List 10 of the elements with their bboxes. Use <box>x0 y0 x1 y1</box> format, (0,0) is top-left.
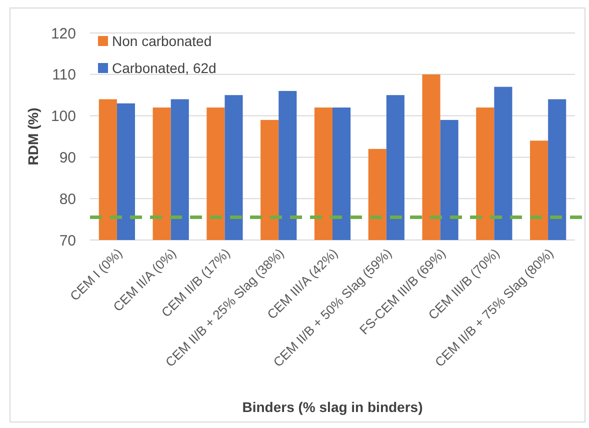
y-tick-label: 110 <box>52 66 76 84</box>
y-axis-title: RDM (%) <box>25 108 41 166</box>
legend-label: Non carbonated <box>112 32 212 49</box>
legend-label: Carbonated, 62d <box>112 60 216 76</box>
y-tick-label: 90 <box>59 149 76 166</box>
y-tick-label: 100 <box>50 108 76 126</box>
y-tick-label: 70 <box>59 232 76 250</box>
x-axis-title: Binders (% slag in binders) <box>242 399 423 415</box>
y-tick-label: 80 <box>59 190 76 208</box>
y-tick-label: 120 <box>50 25 76 42</box>
